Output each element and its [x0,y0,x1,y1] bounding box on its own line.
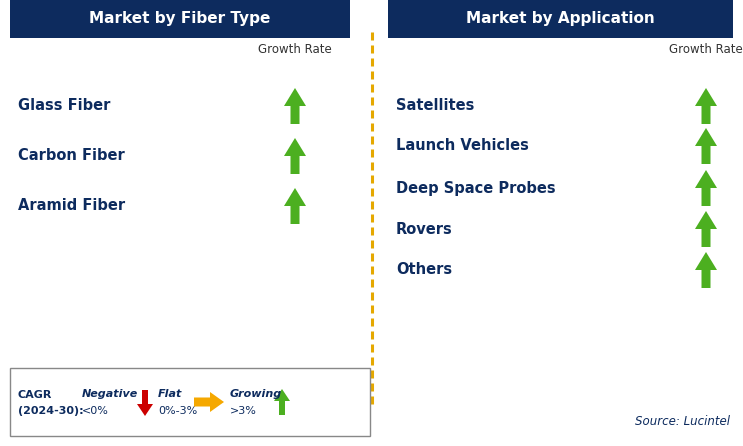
FancyArrow shape [284,88,306,124]
Text: Deep Space Probes: Deep Space Probes [396,181,556,195]
FancyArrow shape [695,88,717,124]
Text: Market by Fiber Type: Market by Fiber Type [89,12,270,26]
FancyArrow shape [695,252,717,288]
Text: Growing: Growing [230,389,282,399]
Text: Glass Fiber: Glass Fiber [18,99,111,113]
Text: Negative: Negative [82,389,138,399]
Bar [10,368,370,436]
FancyArrow shape [695,211,717,247]
Text: Growth Rate: Growth Rate [258,43,332,56]
FancyArrow shape [695,128,717,164]
Bar [388,0,733,38]
Text: >3%: >3% [230,406,257,416]
FancyArrow shape [284,138,306,174]
FancyArrow shape [284,188,306,224]
Text: Growth Rate: Growth Rate [669,43,743,56]
Text: Launch Vehicles: Launch Vehicles [396,139,529,153]
FancyArrow shape [695,170,717,206]
Text: Flat: Flat [158,389,182,399]
Text: CAGR: CAGR [18,390,52,400]
Text: Satellites: Satellites [396,99,474,113]
Text: <0%: <0% [82,406,109,416]
Text: 0%-3%: 0%-3% [158,406,197,416]
Text: Carbon Fiber: Carbon Fiber [18,149,125,164]
Text: Rovers: Rovers [396,222,452,236]
FancyArrow shape [137,390,153,416]
FancyArrow shape [274,389,290,415]
Text: Source: Lucintel: Source: Lucintel [635,415,730,428]
Bar [10,0,350,38]
Text: Others: Others [396,263,452,277]
Text: (2024-30):: (2024-30): [18,406,84,416]
Text: Aramid Fiber: Aramid Fiber [18,198,125,214]
FancyArrow shape [194,392,224,412]
Text: Market by Application: Market by Application [466,12,655,26]
